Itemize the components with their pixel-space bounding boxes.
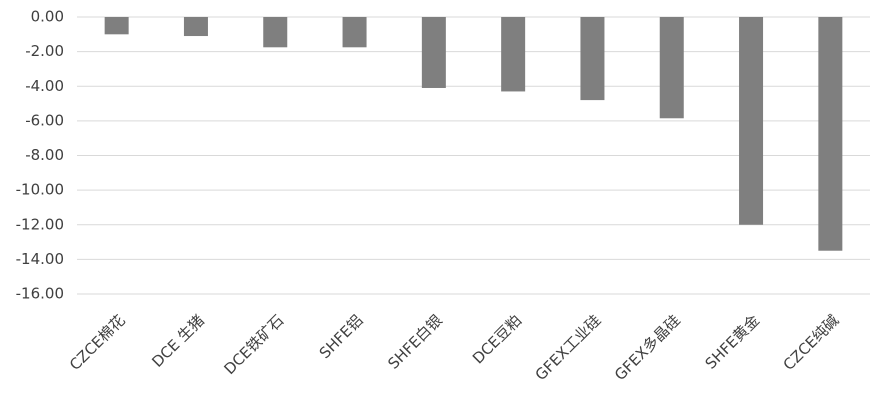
bar <box>183 17 208 37</box>
y-tick-label: -12.00 <box>16 215 64 233</box>
y-tick-label: -4.00 <box>25 77 64 95</box>
bar <box>421 17 446 88</box>
y-tick-label: 0.00 <box>31 8 64 26</box>
x-tick-label: SHFE铝 <box>316 311 367 362</box>
bar <box>501 17 526 92</box>
y-tick-label: -2.00 <box>25 42 64 60</box>
x-tick-label: SHFE白银 <box>384 311 445 372</box>
x-tick-label: GFEX多晶硅 <box>611 311 684 384</box>
x-tick-label: DCE铁矿石 <box>220 311 287 378</box>
x-tick-label: CZCE棉花 <box>66 311 129 374</box>
bar <box>818 17 843 251</box>
bar <box>659 17 684 119</box>
x-tick-label: CZCE纯碱 <box>780 311 843 374</box>
y-tick-label: -14.00 <box>16 250 64 268</box>
bar <box>580 17 605 101</box>
y-tick-label: -16.00 <box>16 285 64 303</box>
bar <box>263 17 288 48</box>
bar <box>342 17 367 48</box>
y-tick-label: -8.00 <box>25 146 64 164</box>
bar <box>739 17 764 225</box>
y-tick-label: -6.00 <box>25 111 64 129</box>
x-tick-label: GFEX工业硅 <box>532 311 605 384</box>
x-tick-label: DCE 生猪 <box>148 311 208 371</box>
y-tick-label: -10.00 <box>16 181 64 199</box>
bar <box>104 17 129 35</box>
x-tick-label: DCE豆粕 <box>469 311 525 367</box>
x-tick-label: SHFE黄金 <box>702 311 763 372</box>
